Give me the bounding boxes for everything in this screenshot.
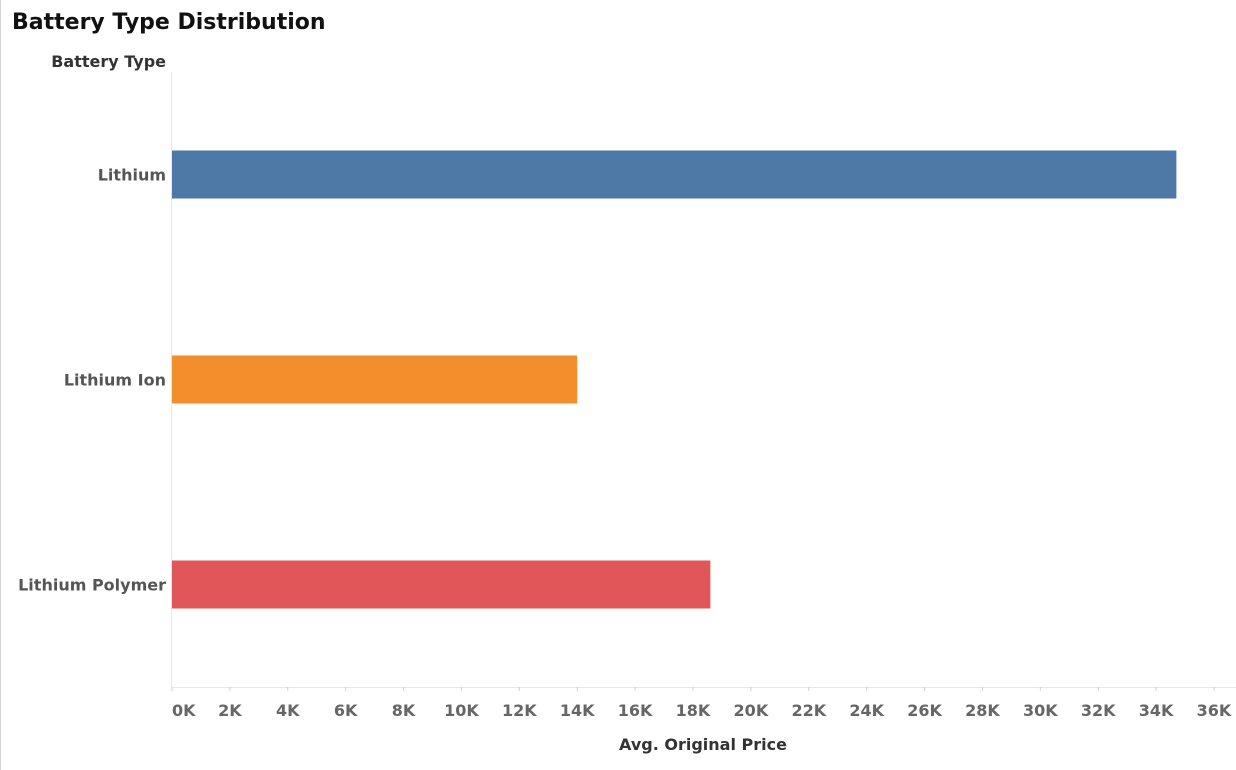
x-tick-label: 8K bbox=[392, 701, 416, 720]
x-tick-label: 2K bbox=[218, 701, 242, 720]
x-tick-label: 30K bbox=[1023, 701, 1058, 720]
category-label: Lithium Ion bbox=[64, 371, 166, 390]
x-tick-label: 12K bbox=[502, 701, 537, 720]
category-label: Lithium bbox=[98, 166, 166, 185]
bar-lithium-polymer[interactable] bbox=[172, 560, 711, 609]
x-tick-label: 20K bbox=[734, 701, 769, 720]
x-tick-label: 36K bbox=[1197, 701, 1232, 720]
row-header: Battery Type bbox=[51, 52, 166, 71]
bar-lithium[interactable] bbox=[172, 150, 1177, 199]
x-tick-label: 18K bbox=[676, 701, 711, 720]
x-tick-label: 24K bbox=[849, 701, 884, 720]
x-tick-label: 32K bbox=[1081, 701, 1116, 720]
x-tick-label: 6K bbox=[334, 701, 358, 720]
chart-title: Battery Type Distribution bbox=[12, 10, 326, 35]
x-tick-label: 0K bbox=[172, 701, 196, 720]
x-tick-label: 10K bbox=[444, 701, 479, 720]
x-tick-label: 22K bbox=[791, 701, 826, 720]
x-tick-label: 4K bbox=[276, 701, 300, 720]
left-border bbox=[0, 0, 1, 770]
x-tick-label: 16K bbox=[618, 701, 653, 720]
x-tick-label: 14K bbox=[560, 701, 595, 720]
x-tick-label: 26K bbox=[907, 701, 942, 720]
x-tick-label: 28K bbox=[965, 701, 1000, 720]
category-label: Lithium Polymer bbox=[18, 576, 166, 595]
bar-lithium-ion[interactable] bbox=[172, 355, 578, 404]
x-axis-title: Avg. Original Price bbox=[619, 735, 787, 754]
x-tick-label: 34K bbox=[1139, 701, 1174, 720]
